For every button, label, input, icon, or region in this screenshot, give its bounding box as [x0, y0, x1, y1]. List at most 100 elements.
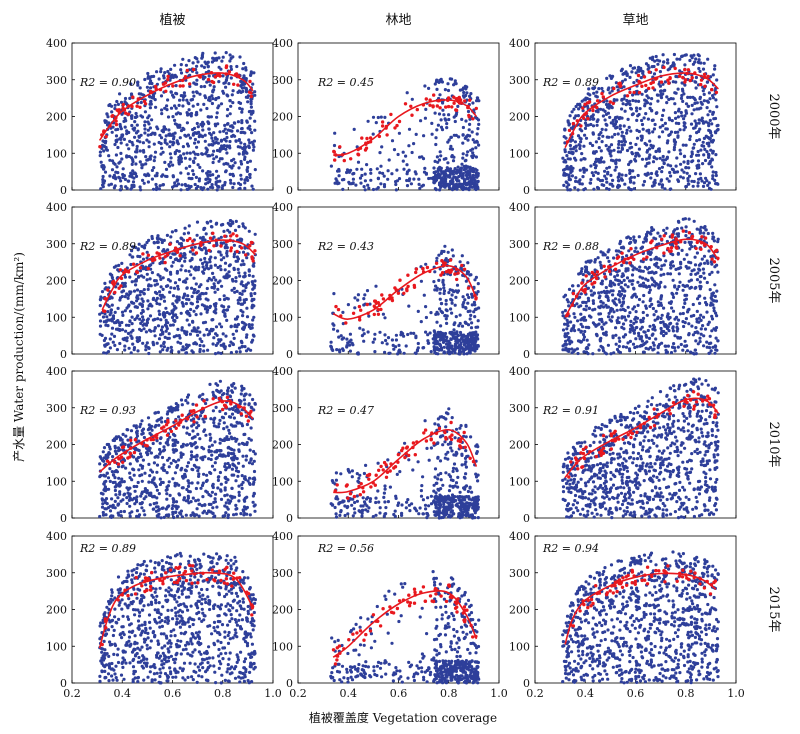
data-point	[609, 143, 614, 147]
data-point	[460, 117, 464, 121]
data-point	[446, 161, 450, 165]
data-point	[655, 111, 659, 115]
data-point	[710, 134, 714, 138]
data-point	[702, 61, 706, 65]
data-point	[447, 167, 451, 171]
data-point	[148, 126, 152, 130]
data-point	[428, 331, 432, 335]
data-point	[242, 75, 246, 80]
data-point	[682, 160, 686, 164]
data-point	[142, 292, 146, 296]
data-point	[596, 256, 600, 260]
data-point	[635, 345, 639, 349]
data-point	[453, 79, 457, 83]
data-point	[333, 131, 337, 135]
data-point	[212, 282, 216, 286]
data-point	[182, 91, 186, 95]
data-point	[231, 101, 235, 105]
data-point	[398, 350, 402, 354]
data-point	[145, 250, 149, 254]
data-point	[363, 293, 367, 297]
data-point	[144, 348, 148, 352]
data-point	[582, 144, 586, 148]
data-point	[131, 143, 135, 147]
data-point	[424, 305, 428, 309]
data-point	[241, 289, 245, 293]
data-point	[155, 240, 159, 244]
data-point	[686, 182, 691, 186]
data-point	[172, 318, 176, 322]
highlighted-point	[611, 101, 615, 106]
data-point	[102, 351, 106, 355]
data-point	[679, 110, 683, 115]
data-point	[604, 128, 608, 132]
data-point	[589, 289, 593, 293]
data-point	[156, 245, 160, 250]
data-point	[713, 116, 718, 121]
data-point	[128, 139, 132, 143]
data-point	[138, 149, 142, 153]
data-point	[139, 188, 143, 192]
data-point	[599, 156, 604, 160]
data-point	[638, 107, 642, 111]
data-point	[371, 340, 375, 344]
data-point	[470, 292, 474, 296]
data-point	[689, 154, 693, 159]
data-point	[582, 338, 586, 342]
data-point	[240, 127, 244, 131]
data-point	[651, 160, 656, 164]
data-point	[617, 282, 621, 286]
data-point	[568, 178, 573, 182]
data-point	[698, 294, 702, 298]
data-point	[674, 164, 678, 168]
data-point	[224, 169, 228, 173]
data-point	[696, 297, 700, 301]
data-point	[646, 96, 651, 100]
data-point	[229, 67, 233, 71]
data-point	[440, 128, 445, 132]
data-point	[200, 152, 205, 156]
data-point	[371, 115, 376, 119]
data-point	[112, 161, 116, 165]
highlighted-point	[229, 234, 233, 238]
data-point	[162, 238, 166, 242]
highlighted-point	[409, 104, 413, 109]
data-point	[633, 66, 637, 70]
data-point	[252, 334, 256, 338]
data-point	[215, 180, 219, 184]
data-point	[236, 257, 240, 261]
data-point	[702, 254, 707, 258]
data-point	[698, 95, 703, 99]
data-point	[184, 302, 188, 306]
data-point	[673, 334, 677, 338]
data-point	[241, 250, 246, 254]
data-point	[209, 115, 213, 119]
data-point	[660, 264, 664, 268]
data-point	[472, 346, 476, 350]
data-point	[707, 91, 712, 95]
highlighted-point	[188, 82, 192, 86]
data-point	[153, 155, 157, 159]
data-point	[165, 104, 169, 108]
data-point	[196, 326, 200, 330]
y-tick-label: 0	[60, 348, 67, 361]
data-point	[103, 119, 107, 123]
data-point	[567, 287, 572, 291]
data-point	[576, 114, 581, 118]
data-point	[130, 123, 134, 128]
data-point	[329, 345, 333, 349]
data-point	[703, 158, 708, 163]
data-point	[645, 313, 649, 317]
data-point	[572, 107, 576, 111]
data-point	[246, 100, 250, 104]
data-point	[216, 184, 220, 188]
data-point	[175, 184, 179, 188]
data-point	[663, 187, 667, 191]
highlighted-point	[393, 126, 397, 130]
data-point	[597, 146, 601, 150]
data-point	[694, 326, 698, 330]
data-point	[697, 61, 701, 65]
data-point	[661, 158, 665, 162]
highlighted-point	[194, 251, 199, 255]
